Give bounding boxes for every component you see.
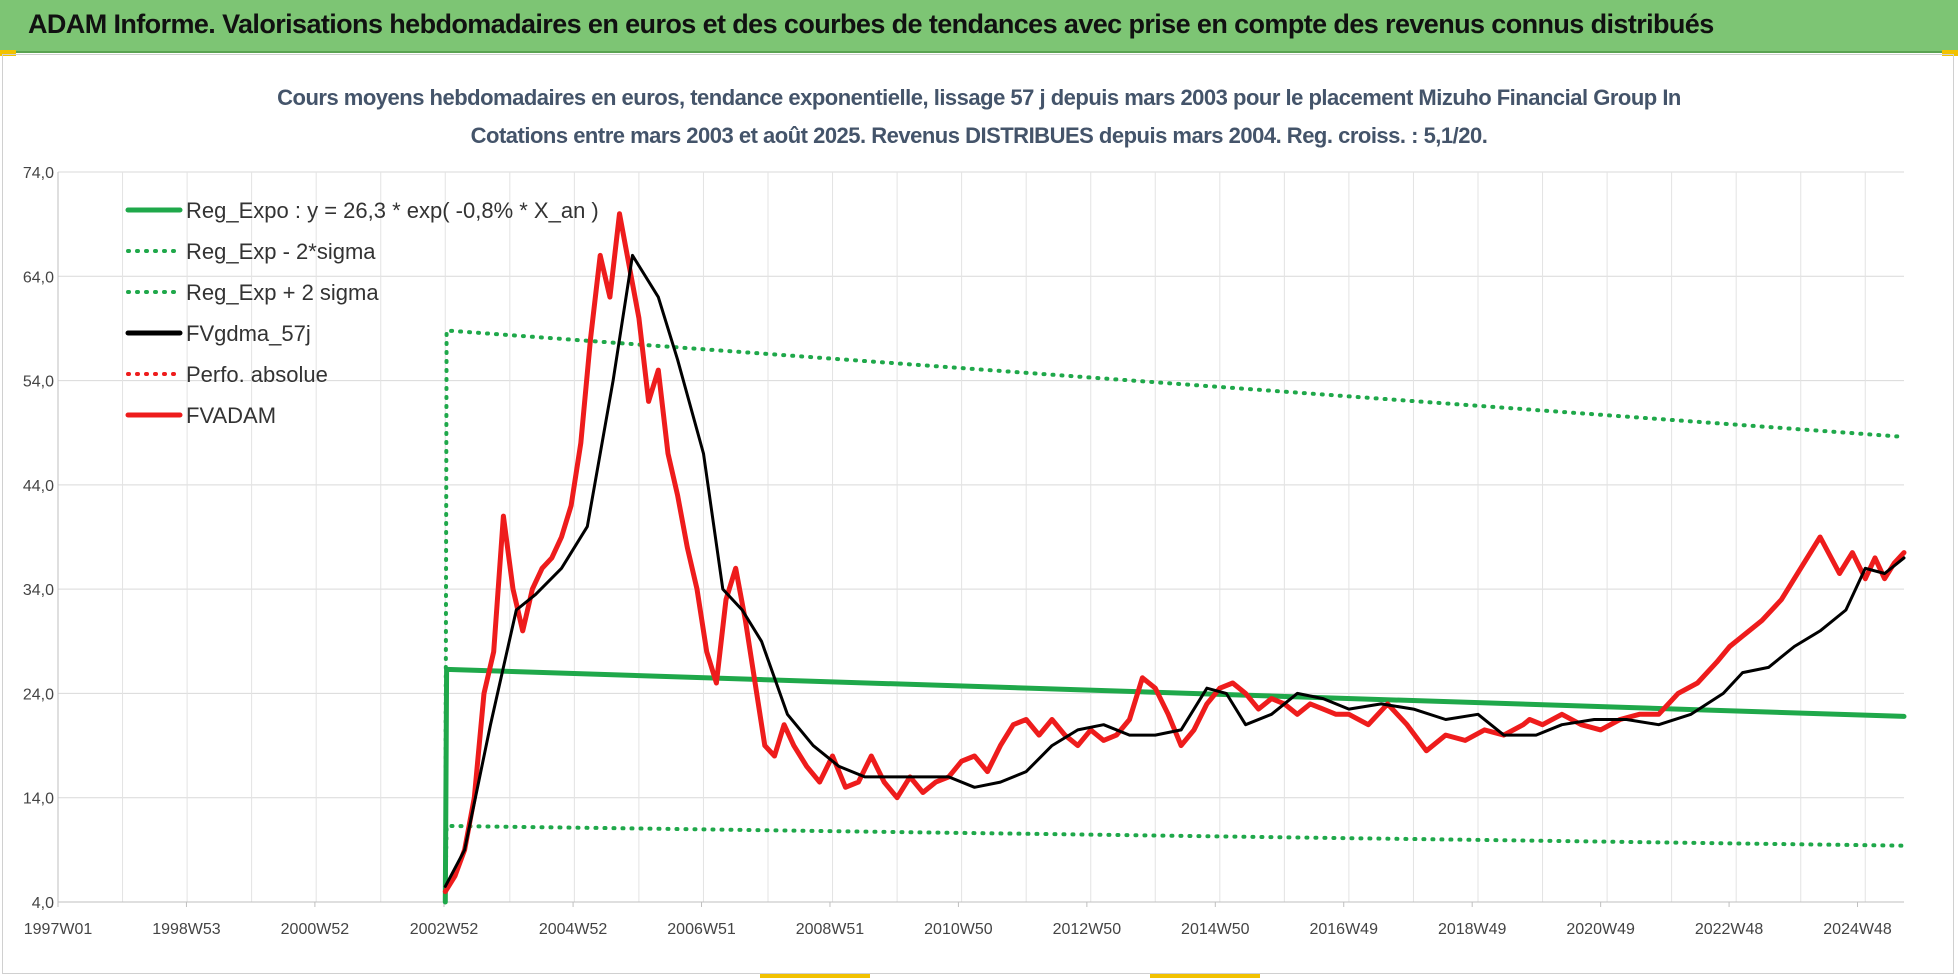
x-tick-label: 2006W51: [667, 921, 736, 938]
y-tick-label: 44,0: [23, 478, 54, 495]
x-tick-label: 2012W50: [1053, 921, 1122, 938]
banner-corner-left: [0, 50, 16, 56]
x-tick-label: 2008W51: [796, 921, 865, 938]
x-tick-label: 2018W49: [1438, 921, 1507, 938]
y-tick-label: 54,0: [23, 374, 54, 391]
x-tick-label: 1997W01: [24, 921, 93, 938]
series-line-1: [443, 823, 1906, 904]
chart-frame: [2, 54, 1954, 974]
legend-label-2: Reg_Exp + 2 sigma: [186, 280, 379, 305]
banner-corner-right: [1942, 50, 1958, 56]
x-tick-label: 1998W53: [152, 921, 221, 938]
report-banner: ADAM Informe. Valorisations hebdomadaire…: [0, 0, 1958, 53]
x-tick-label: 2002W52: [410, 921, 479, 938]
y-tick-label: 14,0: [23, 791, 54, 808]
footer-accent-right: [1150, 974, 1260, 978]
series-layer: [442, 211, 1907, 905]
legend-label-5: FVADAM: [186, 403, 276, 428]
legend-label-0: Reg_Expo : y = 26,3 * exp( -0,8% * X_an …: [186, 198, 599, 223]
y-tick-label: 34,0: [23, 582, 54, 599]
legend-label-4: Perfo. absolue: [186, 362, 328, 387]
chart-title: Cours moyens hebdomadaires en euros, ten…: [277, 85, 1681, 110]
legend-label-1: Reg_Exp - 2*sigma: [186, 239, 376, 264]
x-tick-label: 2016W49: [1309, 921, 1378, 938]
y-tick-label: 74,0: [23, 165, 54, 182]
chart-title-block: Cours moyens hebdomadaires en euros, ten…: [0, 79, 1958, 155]
chart-subtitle: Cotations entre mars 2003 et août 2025. …: [470, 123, 1488, 148]
axis-layer: 4,0 14,0 24,0 34,0 44,0 54,0 64,0 74,0 1997W01 19…: [23, 165, 1904, 938]
legend-label-3: FVgdma_57j: [186, 321, 311, 346]
x-tick-label: 2010W50: [924, 921, 993, 938]
x-tick-label: 2000W52: [281, 921, 350, 938]
y-tick-label: 4,0: [32, 895, 54, 912]
report-banner-title: ADAM Informe. Valorisations hebdomadaire…: [28, 9, 1714, 39]
legend-layer: Reg_Expo : y = 26,3 * exp( -0,8% * X_an …: [125, 198, 599, 428]
footer-accent-left: [760, 974, 870, 978]
y-tick-label: 64,0: [23, 269, 54, 286]
x-tick-label: 2014W50: [1181, 921, 1250, 938]
series-line-0: [442, 666, 1907, 905]
x-tick-label: 2020W49: [1566, 921, 1635, 938]
series-line-3: [443, 253, 1906, 888]
series-line-5: [442, 211, 1907, 895]
x-tick-label: 2024W48: [1823, 921, 1892, 938]
x-tick-label: 2022W48: [1695, 921, 1764, 938]
x-tick-label: 2004W52: [539, 921, 608, 938]
y-tick-label: 24,0: [23, 686, 54, 703]
